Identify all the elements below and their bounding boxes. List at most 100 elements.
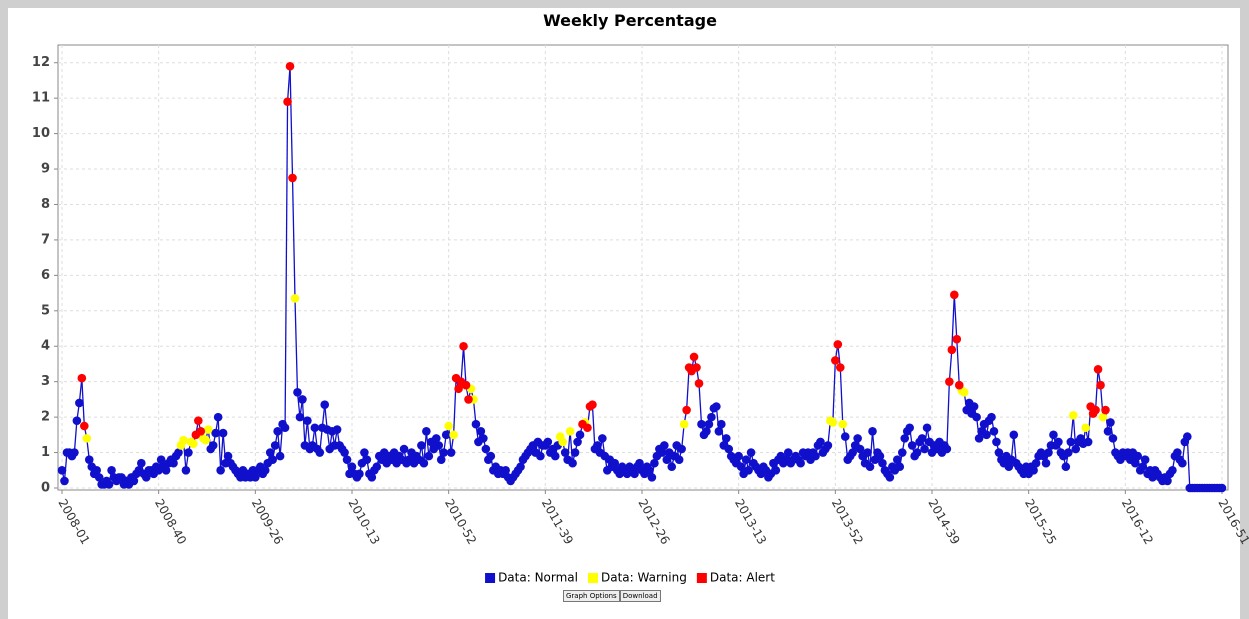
line-segment — [217, 417, 222, 471]
data-point — [211, 428, 220, 438]
data-point — [181, 465, 191, 475]
data-point — [895, 462, 905, 472]
graph-options-button[interactable]: Graph Options — [563, 590, 620, 602]
data-point — [77, 373, 87, 383]
data-point — [892, 455, 902, 464]
data-point — [454, 384, 463, 394]
data-point — [251, 473, 260, 482]
data-point — [679, 419, 689, 429]
data-point — [1178, 458, 1187, 468]
data-point — [1106, 418, 1115, 427]
data-point — [70, 448, 79, 457]
data-point — [783, 448, 793, 457]
data-point — [332, 425, 342, 434]
data-point — [575, 430, 585, 440]
data-point — [647, 473, 657, 482]
data-point — [838, 419, 848, 429]
data-point — [293, 388, 302, 397]
line-segment — [291, 177, 296, 299]
data-point — [399, 444, 409, 454]
data-point — [947, 345, 957, 355]
data-point — [342, 455, 352, 464]
data-point — [721, 434, 731, 443]
data-point — [667, 462, 677, 472]
data-point — [161, 465, 171, 475]
x-tick-label: 2008-01 — [55, 497, 92, 547]
line-segment — [219, 433, 224, 471]
data-point — [208, 441, 218, 450]
data-point — [660, 441, 669, 450]
data-point — [1083, 437, 1093, 447]
data-point — [1004, 462, 1014, 472]
data-point — [57, 465, 67, 475]
data-point — [1066, 437, 1076, 447]
line-segment — [294, 298, 299, 393]
line-segment — [685, 367, 690, 411]
x-tick-label: 2009-26 — [249, 497, 286, 547]
data-point — [598, 434, 607, 443]
data-point — [340, 448, 349, 457]
data-point — [543, 437, 553, 447]
data-point — [897, 448, 907, 457]
data-point — [422, 426, 431, 436]
data-point — [80, 421, 89, 431]
data-point — [107, 465, 116, 475]
data-point — [868, 426, 877, 436]
data-point — [218, 428, 228, 438]
data-point — [1041, 458, 1051, 468]
data-point — [270, 441, 280, 450]
data-point — [741, 455, 751, 464]
data-point — [310, 423, 320, 433]
data-point — [1071, 444, 1081, 454]
data-point — [501, 465, 510, 475]
data-point — [436, 455, 446, 464]
data-point — [315, 448, 325, 457]
data-point — [347, 462, 357, 472]
data-point — [1217, 483, 1227, 493]
data-point — [550, 451, 560, 461]
data-point — [982, 430, 991, 440]
download-button[interactable]: Download — [619, 590, 661, 602]
legend-swatch — [485, 573, 496, 583]
data-point — [213, 412, 223, 422]
data-point — [828, 418, 838, 427]
data-point — [1103, 426, 1113, 436]
data-point — [697, 419, 706, 429]
data-point — [855, 444, 865, 454]
data-point — [992, 437, 1001, 447]
data-point — [75, 398, 84, 408]
data-point — [424, 451, 434, 461]
data-point — [516, 462, 525, 472]
panel — [8, 8, 1240, 619]
line-segment — [1186, 436, 1191, 489]
data-point — [917, 434, 927, 443]
button-bar: Graph Options Download — [563, 590, 661, 602]
data-point — [712, 402, 721, 411]
line-segment — [569, 431, 574, 464]
legend-swatch — [588, 573, 598, 583]
data-point — [1064, 448, 1073, 457]
data-point — [288, 173, 297, 183]
data-point — [568, 458, 577, 468]
data-point — [1049, 430, 1058, 440]
data-point — [1163, 476, 1172, 486]
data-point — [461, 380, 471, 390]
legend-label: Data: Normal — [498, 571, 578, 585]
data-point — [104, 480, 114, 489]
data-point — [952, 334, 962, 344]
data-point — [444, 421, 453, 431]
data-point — [707, 412, 716, 422]
data-point — [811, 451, 820, 461]
data-point — [972, 412, 981, 422]
data-point — [216, 465, 225, 475]
data-point — [878, 458, 887, 468]
y-tick-label: 11 — [32, 91, 50, 106]
data-point — [273, 426, 282, 436]
data-point — [179, 435, 188, 445]
x-tick-label: 2012-26 — [635, 497, 672, 547]
data-point — [290, 294, 300, 303]
data-point — [298, 395, 307, 404]
data-point — [141, 473, 151, 482]
data-point — [129, 476, 139, 486]
legend-swatch — [696, 573, 707, 583]
